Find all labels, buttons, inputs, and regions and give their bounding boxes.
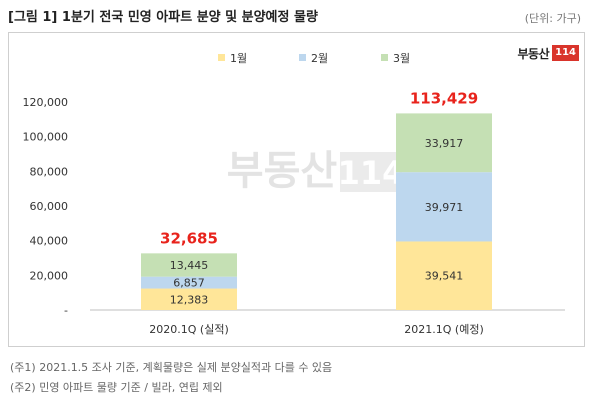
- data-label: 13,445: [170, 259, 209, 272]
- bar-segment: [396, 241, 492, 310]
- footnote-1: (주1) 2021.1.5 조사 기준, 계획물량은 실제 분양실적과 다를 수…: [10, 361, 333, 374]
- data-label: 39,971: [425, 201, 464, 214]
- category-label: 2020.1Q (실적): [149, 323, 228, 336]
- bar-segment: [141, 276, 237, 289]
- y-tick-label: -: [64, 304, 68, 317]
- logo-text: 부동산: [517, 46, 550, 61]
- legend-label: 1월: [230, 52, 247, 65]
- total-label: 113,429: [410, 89, 478, 107]
- data-label: 39,541: [425, 270, 464, 283]
- brand-logo: 부동산 114: [517, 44, 579, 62]
- unit-label: (단위: 가구): [524, 12, 581, 25]
- watermark-text: 부동산: [227, 148, 338, 194]
- bar-segment: [141, 253, 237, 277]
- y-tick-label: 80,000: [30, 165, 69, 178]
- y-tick-label: 60,000: [30, 200, 69, 213]
- data-label: 33,917: [425, 137, 464, 150]
- watermark-number: 114: [338, 154, 405, 192]
- legend-label: 3월: [393, 52, 410, 65]
- footnote-2: (주2) 민영 아파트 물량 기준 / 빌라, 연립 제외: [10, 381, 223, 394]
- total-label: 32,685: [160, 229, 218, 247]
- y-tick-label: 40,000: [30, 235, 69, 248]
- chart-title: [그림 1] 1분기 전국 민영 아파트 분양 및 분양예정 물량: [8, 10, 318, 25]
- y-tick-label: 100,000: [23, 131, 69, 144]
- legend-swatch: [381, 54, 388, 61]
- watermark-box: [340, 152, 402, 192]
- legend-label: 2월: [311, 52, 328, 65]
- bar-segment: [141, 288, 237, 310]
- y-tick-label: 20,000: [30, 269, 69, 282]
- footnotes: (주1) 2021.1.5 조사 기준, 계획물량은 실제 분양실적과 다를 수…: [10, 358, 332, 398]
- legend-swatch: [299, 54, 306, 61]
- bar-segment: [396, 113, 492, 173]
- legend-swatch: [218, 54, 225, 61]
- data-label: 6,857: [173, 277, 205, 290]
- y-tick-label: 120,000: [23, 96, 69, 109]
- bar-segment: [396, 172, 492, 242]
- data-label: 12,383: [170, 293, 209, 306]
- logo-number: 114: [552, 45, 579, 61]
- category-label: 2021.1Q (예정): [404, 323, 483, 336]
